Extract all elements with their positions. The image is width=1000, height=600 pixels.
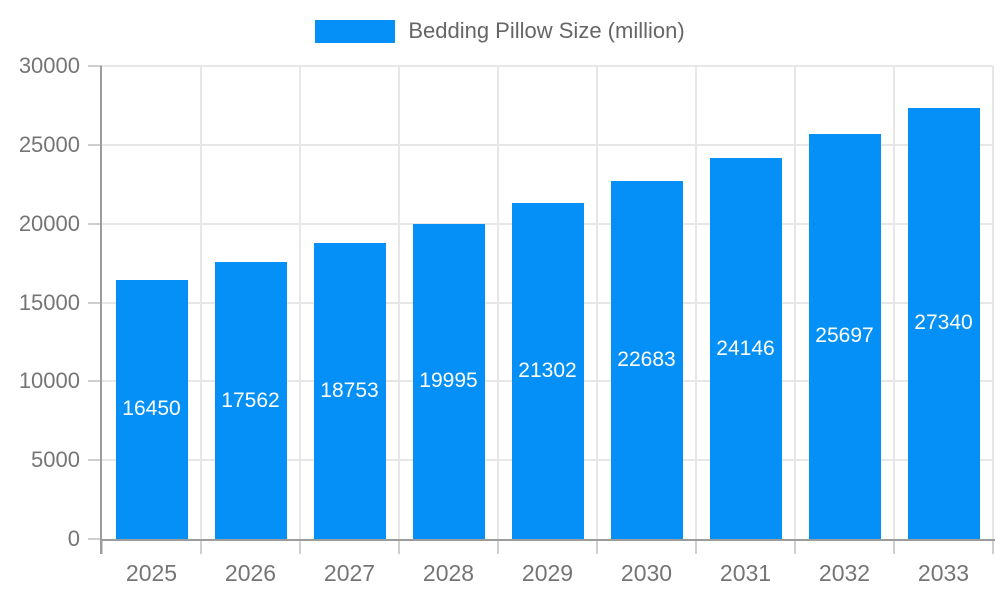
bar[interactable] — [610, 181, 683, 539]
x-axis-tick — [101, 539, 103, 554]
x-tick-label: 2026 — [224, 560, 277, 586]
bar-value-label: 18753 — [320, 379, 379, 403]
bar-value-label: 21302 — [518, 359, 577, 383]
bar-value-label: 19995 — [419, 369, 478, 393]
bar-value-label: 16450 — [122, 397, 181, 421]
legend-swatch[interactable] — [315, 19, 396, 43]
y-tick-label: 30000 — [18, 53, 80, 78]
x-axis-tick — [497, 539, 499, 554]
y-axis-tick — [88, 65, 102, 67]
x-tick-label: 2031 — [719, 560, 772, 586]
x-axis-tick — [398, 539, 400, 554]
bar-value-label: 27340 — [914, 311, 973, 335]
y-tick-label: 10000 — [18, 368, 80, 394]
y-axis-tick — [88, 459, 102, 462]
bar[interactable] — [214, 262, 287, 539]
bar[interactable] — [412, 223, 485, 539]
y-tick-label: 15000 — [18, 289, 80, 315]
x-axis-tick — [596, 539, 598, 554]
bar[interactable] — [115, 279, 188, 539]
x-tick-label: 2030 — [620, 560, 673, 586]
bar[interactable] — [907, 107, 980, 539]
y-tick-label: 5000 — [31, 447, 80, 473]
y-axis-tick — [88, 222, 102, 225]
bar[interactable] — [709, 158, 782, 539]
x-axis-tick — [893, 539, 895, 554]
x-axis-tick — [299, 539, 301, 554]
y-tick-label: 0 — [67, 526, 80, 551]
x-tick-label: 2029 — [521, 560, 574, 586]
bar-value-label: 17562 — [221, 388, 280, 412]
y-axis-tick — [88, 538, 102, 540]
bar-value-label: 24146 — [716, 336, 775, 360]
y-axis — [100, 66, 102, 554]
gridline-vertical — [299, 66, 301, 539]
gridline-vertical — [893, 66, 895, 539]
bar[interactable] — [313, 243, 386, 539]
x-tick-label: 2028 — [422, 560, 475, 586]
y-axis-tick — [88, 380, 102, 383]
gridline-vertical — [497, 66, 499, 539]
gridline-horizontal — [102, 65, 993, 67]
y-axis-tick — [88, 143, 102, 146]
bar-value-label: 25697 — [815, 324, 874, 348]
y-axis-tick — [88, 301, 102, 304]
x-tick-label: 2025 — [125, 560, 178, 586]
bar[interactable] — [511, 203, 584, 539]
x-tick-label: 2027 — [323, 560, 376, 586]
x-axis-tick — [992, 539, 994, 554]
x-axis-tick — [695, 539, 697, 554]
gridline-vertical — [398, 66, 400, 539]
gridline-vertical — [992, 66, 994, 539]
gridline-vertical — [695, 66, 697, 539]
x-tick-label: 2033 — [917, 560, 970, 586]
gridline-vertical — [794, 66, 796, 539]
bar[interactable] — [808, 133, 881, 539]
x-axis-tick — [794, 539, 796, 554]
x-axis-tick — [200, 539, 202, 554]
x-axis — [100, 539, 995, 541]
y-tick-label: 20000 — [18, 210, 80, 236]
y-tick-label: 25000 — [18, 131, 80, 157]
x-tick-label: 2032 — [818, 560, 871, 586]
gridline-horizontal — [102, 143, 993, 146]
gridline-vertical — [596, 66, 598, 539]
bar-value-label: 22683 — [617, 348, 676, 372]
legend-label[interactable]: Bedding Pillow Size (million) — [408, 18, 685, 43]
legend: Bedding Pillow Size (million) — [0, 18, 1000, 44]
gridline-vertical — [200, 66, 202, 539]
